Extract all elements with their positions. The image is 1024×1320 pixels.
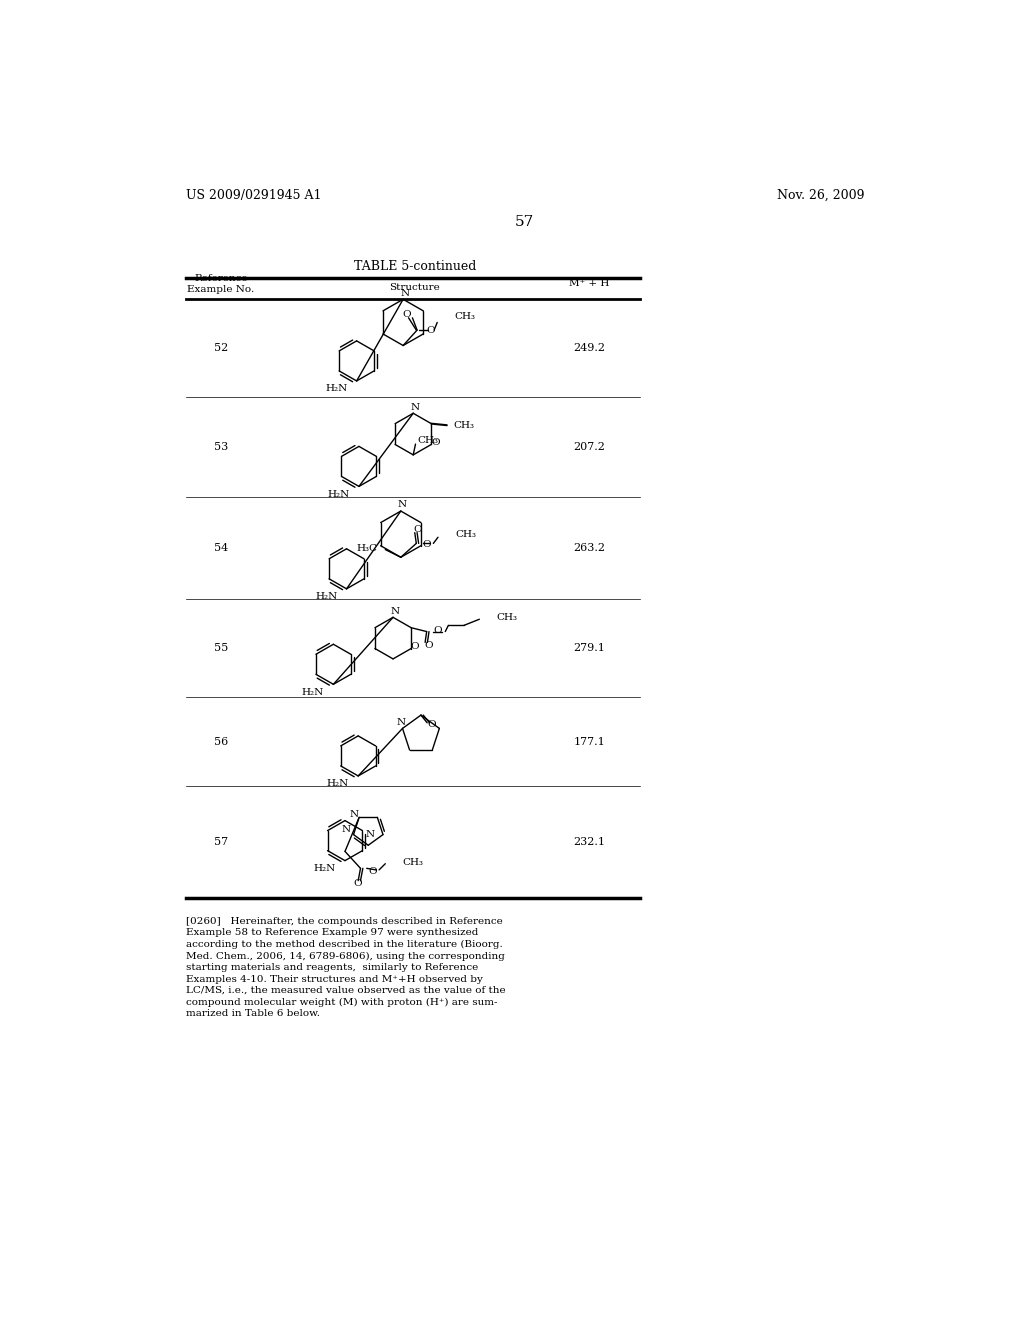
Text: O: O <box>431 438 439 447</box>
Text: N: N <box>350 809 359 818</box>
Text: N: N <box>390 607 399 615</box>
Text: 177.1: 177.1 <box>573 737 605 747</box>
Text: Nov. 26, 2009: Nov. 26, 2009 <box>777 189 864 202</box>
Text: compound molecular weight (M) with proton (H⁺) are sum-: compound molecular weight (M) with proto… <box>186 998 498 1007</box>
Text: CH₃: CH₃ <box>455 312 475 321</box>
Text: Med. Chem., 2006, 14, 6789-6806), using the corresponding: Med. Chem., 2006, 14, 6789-6806), using … <box>186 952 505 961</box>
Text: N: N <box>366 830 375 840</box>
Text: N: N <box>397 500 407 510</box>
Text: H₃C: H₃C <box>356 544 378 553</box>
Text: according to the method described in the literature (Bioorg.: according to the method described in the… <box>186 940 503 949</box>
Text: O: O <box>414 525 422 535</box>
Text: H₂N: H₂N <box>328 490 349 499</box>
Text: O: O <box>424 642 432 649</box>
Text: 279.1: 279.1 <box>573 643 605 653</box>
Text: CH₃: CH₃ <box>417 437 438 445</box>
Text: Reference
Example No.: Reference Example No. <box>187 275 255 293</box>
Text: N: N <box>341 825 350 834</box>
Text: O: O <box>402 310 412 319</box>
Text: 57: 57 <box>515 215 535 228</box>
Text: 56: 56 <box>214 737 228 747</box>
Text: CH₃: CH₃ <box>497 614 517 622</box>
Text: H₂N: H₂N <box>315 593 337 601</box>
Text: O: O <box>353 879 361 888</box>
Text: marized in Table 6 below.: marized in Table 6 below. <box>186 1010 321 1018</box>
Text: 207.2: 207.2 <box>573 442 605 453</box>
Text: H₂N: H₂N <box>325 384 347 393</box>
Text: H₂N: H₂N <box>327 779 349 788</box>
Text: 57: 57 <box>214 837 228 846</box>
Text: Examples 4-10. Their structures and M⁺+H observed by: Examples 4-10. Their structures and M⁺+H… <box>186 974 483 983</box>
Text: O: O <box>433 626 441 635</box>
Text: O: O <box>369 867 377 876</box>
Text: starting materials and reagents,  similarly to Reference: starting materials and reagents, similar… <box>186 964 478 972</box>
Text: O: O <box>427 326 435 335</box>
Text: 52: 52 <box>214 343 228 354</box>
Text: N: N <box>400 289 410 297</box>
Text: N: N <box>396 718 406 727</box>
Text: CH₃: CH₃ <box>453 421 474 430</box>
Text: 263.2: 263.2 <box>573 543 605 553</box>
Text: TABLE 5-continued: TABLE 5-continued <box>353 260 476 273</box>
Text: H₂N: H₂N <box>302 688 324 697</box>
Text: 54: 54 <box>214 543 228 553</box>
Text: [0260]   Hereinafter, the compounds described in Reference: [0260] Hereinafter, the compounds descri… <box>186 917 503 925</box>
Text: CH₃: CH₃ <box>455 529 476 539</box>
Text: Structure: Structure <box>389 284 440 292</box>
Text: 53: 53 <box>214 442 228 453</box>
Text: US 2009/0291945 A1: US 2009/0291945 A1 <box>186 189 322 202</box>
Text: N: N <box>411 403 419 412</box>
Text: O: O <box>427 719 436 729</box>
Text: 55: 55 <box>214 643 228 653</box>
Text: Example 58 to Reference Example 97 were synthesized: Example 58 to Reference Example 97 were … <box>186 928 478 937</box>
Text: 232.1: 232.1 <box>573 837 605 846</box>
Text: O: O <box>423 540 431 549</box>
Text: H₂N: H₂N <box>313 863 336 873</box>
Text: 249.2: 249.2 <box>573 343 605 354</box>
Text: M⁺ + H: M⁺ + H <box>569 280 609 288</box>
Text: LC/MS, i.e., the measured value observed as the value of the: LC/MS, i.e., the measured value observed… <box>186 986 506 995</box>
Text: O: O <box>411 643 420 652</box>
Text: CH₃: CH₃ <box>402 858 423 867</box>
